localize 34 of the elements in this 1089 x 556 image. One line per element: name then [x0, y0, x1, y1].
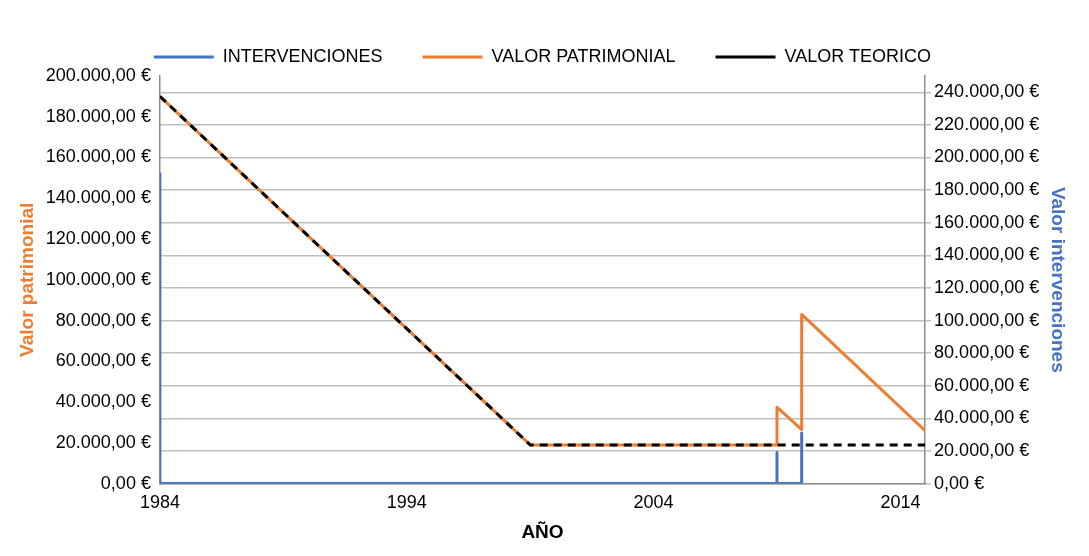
- y2-tick-label: 0,00 €: [934, 472, 985, 493]
- y-tick-label: 100.000,00 €: [45, 268, 151, 289]
- y-tick-label: 40.000,00 €: [55, 391, 151, 412]
- y-tick-label: 200.000,00 €: [45, 64, 151, 85]
- y2-tick-label: 40.000,00 €: [934, 407, 1030, 428]
- y2-tick-label: 140.000,00 €: [934, 244, 1040, 265]
- y2-tick-label: 240.000,00 €: [934, 81, 1040, 102]
- y2-tick-label: 120.000,00 €: [934, 276, 1040, 297]
- x-tick-label: 1994: [386, 492, 427, 513]
- y2-tick-label: 160.000,00 €: [934, 211, 1040, 232]
- y-tick-label: 180.000,00 €: [45, 105, 151, 126]
- y-tick-label: 20.000,00 €: [55, 431, 151, 452]
- legend-label: INTERVENCIONES: [222, 45, 383, 66]
- y-tick-label: 80.000,00 €: [55, 309, 151, 330]
- y2-tick-label: 60.000,00 €: [934, 374, 1030, 395]
- y2-tick-label: 220.000,00 €: [934, 113, 1040, 134]
- y-tick-label: 0,00 €: [100, 472, 151, 493]
- x-tick-label: 2014: [880, 492, 921, 513]
- y2-tick-label: 80.000,00 €: [934, 342, 1030, 363]
- y-tick-label: 160.000,00 €: [45, 146, 151, 167]
- legend-label: VALOR TEORICO: [784, 45, 931, 66]
- x-tick-label: 2004: [633, 492, 674, 513]
- y-axis-title: Valor patrimonial: [15, 202, 37, 357]
- y-tick-label: 60.000,00 €: [55, 350, 151, 371]
- y2-axis-title: Valor intervenciones: [1048, 186, 1070, 373]
- y-tick-label: 120.000,00 €: [45, 228, 151, 249]
- y2-tick-label: 20.000,00 €: [934, 439, 1030, 460]
- y2-tick-label: 180.000,00 €: [934, 179, 1040, 200]
- x-tick-label: 1984: [139, 492, 180, 513]
- legend-label: VALOR PATRIMONIAL: [491, 45, 676, 66]
- y2-tick-label: 200.000,00 €: [934, 146, 1040, 167]
- y2-tick-label: 100.000,00 €: [934, 309, 1040, 330]
- x-axis-title: AÑO: [521, 520, 564, 542]
- y-tick-label: 140.000,00 €: [45, 187, 151, 208]
